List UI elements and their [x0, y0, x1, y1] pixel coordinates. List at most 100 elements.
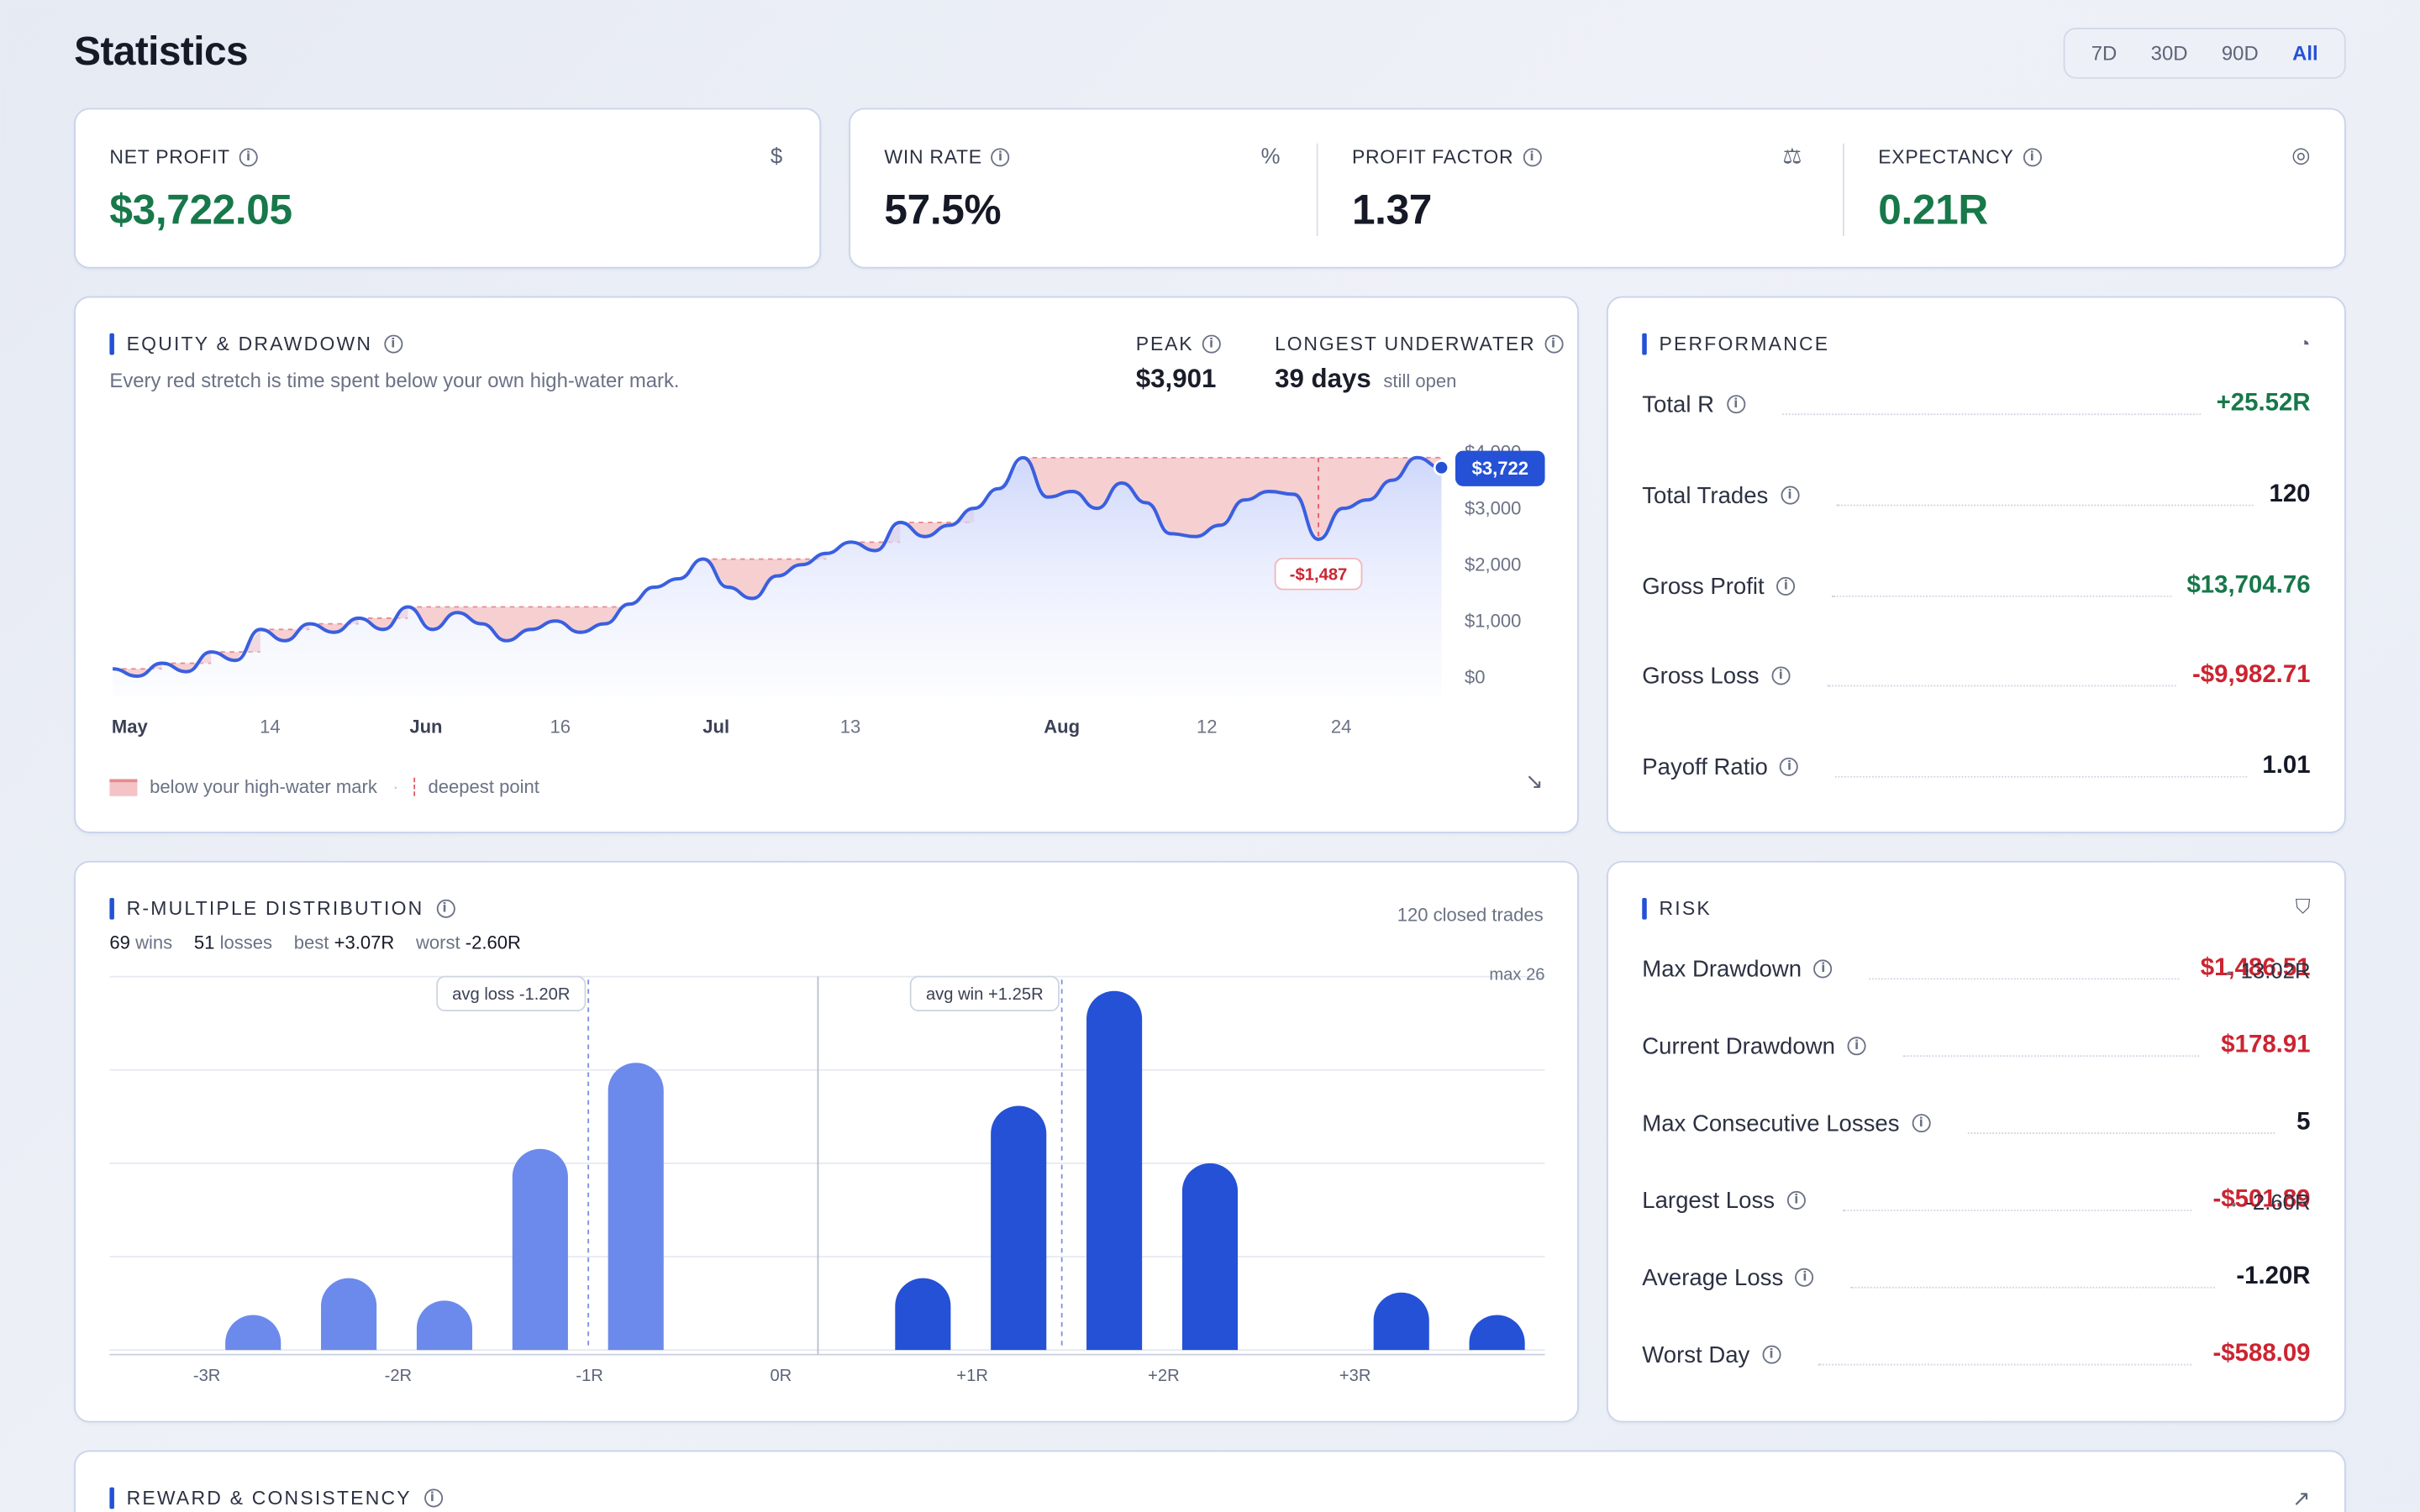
risk-label-max-consecutive-losses: Max Consecutive Losses — [1642, 1110, 1900, 1137]
perf-label-total-trades: Total Trades — [1642, 481, 1769, 509]
losses-label: losses — [219, 932, 273, 954]
divider — [1843, 143, 1844, 237]
leader-dots — [1851, 1273, 2215, 1289]
time-range-selector: 7D 30D 90D All — [2063, 28, 2346, 79]
loss-bar — [321, 1278, 377, 1351]
win-bar — [991, 1105, 1047, 1351]
info-icon[interactable]: i — [436, 899, 455, 918]
risk-card: RISK ⛉ Max Drawdown i $1,486.51 • 13.02R C… — [1607, 860, 2346, 1423]
info-icon[interactable]: i — [1912, 1114, 1931, 1133]
range-7d[interactable]: 7D — [2091, 41, 2118, 66]
reward-title: REWARD & CONSISTENCY — [126, 1487, 412, 1509]
net-profit-card: NET PROFIT i $3,722.05 $ — [74, 108, 822, 269]
bullet: • — [2231, 1197, 2237, 1213]
info-icon[interactable]: i — [1781, 486, 1800, 505]
risk-value-current-drawdown: $178.91 — [2221, 1032, 2311, 1058]
x-tick-label: +1R — [956, 1367, 988, 1385]
risk-label-current-drawdown: Current Drawdown — [1642, 1032, 1835, 1059]
x-tick-label: +2R — [1148, 1367, 1180, 1385]
profit-factor-label: PROFIT FACTOR — [1351, 146, 1514, 169]
info-icon[interactable]: i — [1726, 395, 1745, 414]
section-accent — [109, 333, 114, 355]
losses-count: 51 — [193, 932, 215, 954]
info-icon[interactable]: i — [2023, 148, 2042, 167]
leader-dots — [1842, 1195, 2191, 1211]
section-accent — [109, 897, 114, 920]
leader-dots — [1818, 1350, 2191, 1366]
avg-win-tag-box — [909, 975, 1060, 1011]
r-distribution-chart: max 26 avg loss -1.20R avg win +1.25R -3R -2… — [109, 965, 1545, 1385]
risk-value-largest-loss: -$501.89 — [2212, 1186, 2311, 1213]
r-distribution-card: R-MULTIPLE DISTRIBUTION i 69 wins 51 los… — [74, 860, 1579, 1423]
range-all[interactable]: All — [2292, 41, 2318, 66]
drawdown-swatch — [109, 778, 138, 795]
win-bar — [895, 1278, 951, 1351]
avg-win-tag-text: avg win +1.25R — [926, 985, 1044, 1004]
info-icon[interactable]: i — [239, 148, 258, 167]
x-tick-label: Aug — [1044, 716, 1080, 737]
info-icon[interactable]: i — [1762, 1345, 1781, 1364]
risk-extra-max-drawdown: 13.02R — [2240, 958, 2311, 983]
info-icon[interactable]: i — [991, 148, 1010, 167]
current-point — [1433, 459, 1450, 476]
wins-label: wins — [135, 932, 173, 954]
avg-win-tag: avg win +1.25R — [909, 975, 1060, 1011]
loss-bar — [512, 1148, 568, 1351]
bullet: • — [2226, 965, 2232, 982]
underwater-label: LONGEST UNDERWATER — [1275, 333, 1536, 355]
info-icon[interactable]: i — [1813, 959, 1833, 979]
info-icon[interactable]: i — [424, 1488, 443, 1508]
leader-dots — [1781, 400, 2202, 416]
perf-value-gross-loss: -$9,982.71 — [2192, 661, 2311, 689]
trend-down-icon[interactable]: ↘ — [1525, 768, 1544, 794]
underwater-note: still open — [1383, 370, 1457, 392]
leader-dots — [1869, 964, 2180, 980]
info-icon[interactable]: i — [1780, 757, 1799, 776]
loss-bar — [225, 1315, 281, 1351]
info-icon[interactable]: i — [1202, 334, 1222, 354]
drawdown-region — [260, 623, 310, 641]
y-tick-label: $0 — [1465, 667, 1486, 688]
trend-up-icon[interactable]: ↗ — [2291, 1485, 2311, 1511]
expectancy-label: EXPECTANCY — [1878, 146, 2014, 169]
section-accent — [109, 1487, 114, 1509]
gauge-icon[interactable]: ◔ — [2298, 331, 2311, 355]
legend-below: below your high-water mark — [150, 775, 377, 798]
performance-card: PERFORMANCE ◔ Total R i +25.52R Total Tra… — [1607, 296, 2346, 833]
dollar-icon: $ — [770, 143, 783, 169]
underwater-value: 39 days — [1275, 364, 1371, 394]
avg-loss-tag-box — [436, 975, 587, 1011]
info-icon[interactable]: i — [1847, 1037, 1866, 1056]
info-icon[interactable]: i — [1544, 334, 1564, 354]
risk-label-max-drawdown: Max Drawdown — [1642, 955, 1802, 983]
page-title: Statistics — [74, 28, 248, 75]
equity-drawdown-card: EQUITY & DRAWDOWN i Every red stretch is… — [74, 296, 1579, 833]
range-90d[interactable]: 90D — [2221, 41, 2259, 66]
perf-value-gross-profit: $13,704.76 — [2186, 572, 2311, 599]
win-bar — [1469, 1315, 1525, 1351]
leader-dots — [1967, 1119, 2275, 1134]
range-30d[interactable]: 30D — [2150, 41, 2188, 66]
info-icon[interactable]: i — [1771, 666, 1791, 685]
target-icon: ◎ — [2291, 141, 2311, 167]
info-icon[interactable]: i — [1776, 576, 1796, 596]
avg-loss-tag: avg loss -1.20R — [436, 975, 587, 1011]
x-tick-label: 0R — [770, 1367, 792, 1385]
section-accent — [1642, 333, 1647, 355]
drawdown-badge-text: -$1,487 — [1290, 566, 1347, 585]
info-icon[interactable]: i — [1523, 148, 1542, 167]
x-tick-label: 12 — [1197, 716, 1218, 737]
info-icon[interactable]: i — [1786, 1190, 1806, 1210]
peak-value: $3,901 — [1135, 364, 1217, 394]
net-profit-label: NET PROFIT — [109, 146, 230, 169]
info-icon[interactable]: i — [384, 334, 403, 354]
worst-value: -2.60R — [465, 932, 521, 954]
distribution-title: R-MULTIPLE DISTRIBUTION — [126, 897, 424, 920]
win-rate-value: 57.5% — [884, 186, 1002, 234]
shield-icon[interactable]: ⛉ — [2295, 895, 2311, 918]
risk-value-worst-day: -$588.09 — [2212, 1341, 2311, 1368]
info-icon[interactable]: i — [1795, 1268, 1814, 1287]
x-tick-label: 13 — [840, 716, 861, 737]
percent-icon: % — [1260, 143, 1281, 169]
current-badge-box — [1455, 450, 1545, 486]
